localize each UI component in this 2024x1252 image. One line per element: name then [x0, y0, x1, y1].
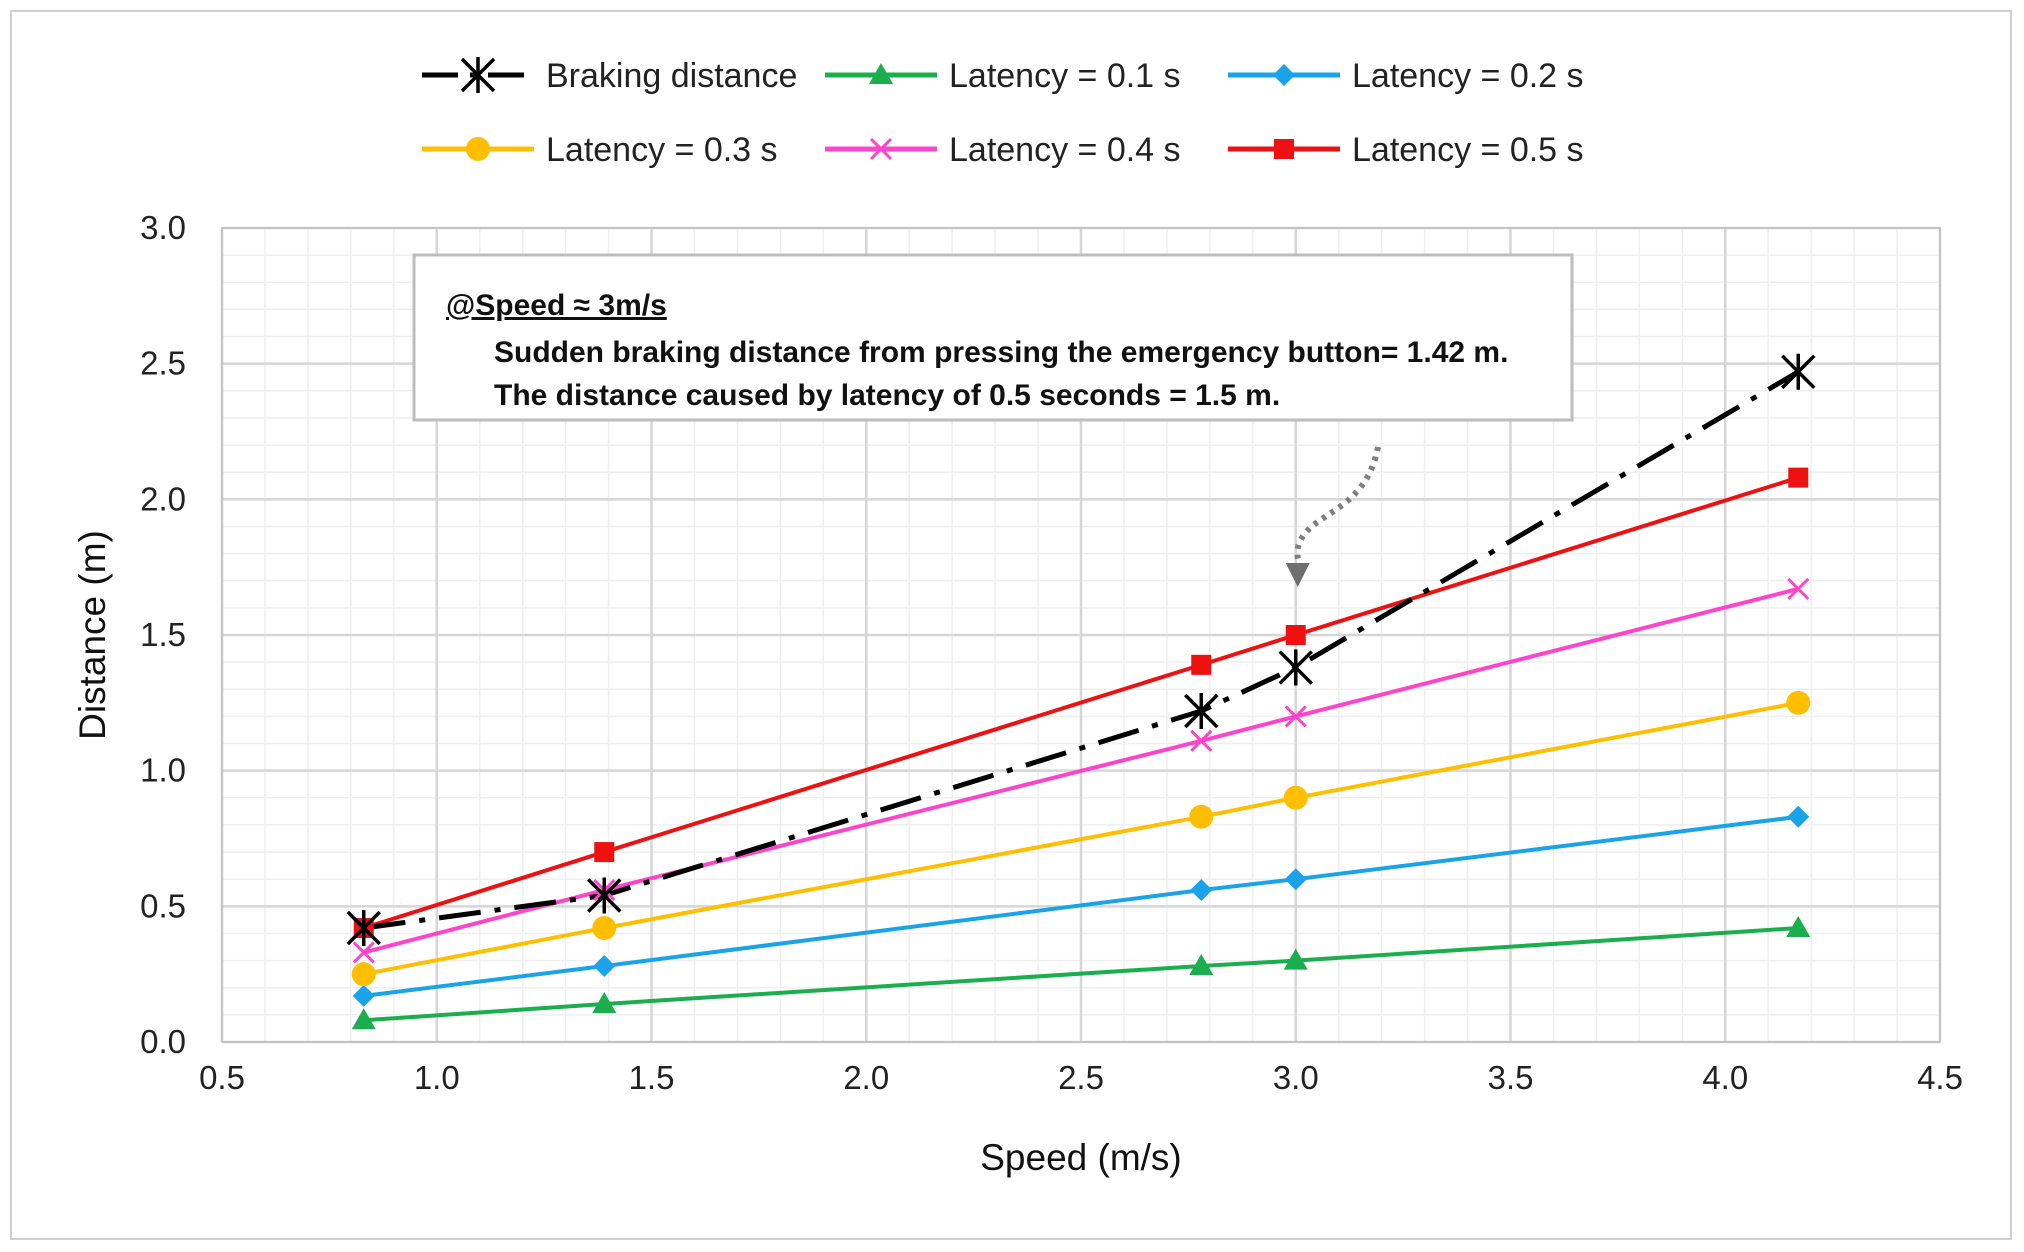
x-tick-label: 0.5: [199, 1059, 245, 1096]
data-point-s1-2: [1189, 954, 1214, 976]
legend-label-5: Latency = 0.5 s: [1352, 131, 1584, 169]
legend-marker-0: [460, 57, 496, 93]
y-tick-label: 1.0: [140, 752, 186, 789]
legend-marker-4: [869, 137, 893, 161]
legend-label-4: Latency = 0.4 s: [949, 131, 1181, 169]
y-tick-label: 1.5: [140, 616, 186, 653]
annotation-box: [412, 253, 1574, 422]
data-point-s3-3: [1283, 785, 1308, 810]
data-point-s1-0: [351, 1008, 376, 1030]
y-tick-label: 0.0: [140, 1023, 186, 1060]
annotation-line-1: Sudden braking distance from pressing th…: [494, 336, 1508, 369]
data-point-s4-4: [1787, 577, 1810, 600]
legend-label-2: Latency = 0.2 s: [1352, 57, 1584, 95]
data-point-s5-1: [594, 842, 615, 863]
annotation-line-2: The distance caused by latency of 0.5 se…: [494, 379, 1280, 412]
chart-frame: [10, 10, 2012, 1240]
y-axis-title: Distance (m): [72, 530, 113, 740]
data-point-s1-3: [1283, 948, 1308, 970]
data-point-s4-0: [352, 941, 375, 964]
data-point-s3-1: [592, 916, 617, 941]
data-point-s0-1: [587, 877, 622, 914]
data-point-s4-3: [1284, 705, 1307, 728]
data-point-s5-4: [1788, 467, 1809, 488]
data-point-s4-2: [1190, 729, 1213, 752]
data-point-s0-2: [1184, 692, 1219, 729]
x-tick-label: 1.0: [414, 1059, 460, 1096]
data-point-s0-3: [1278, 649, 1313, 686]
legend-label-1: Latency = 0.1 s: [949, 57, 1181, 95]
data-point-s2-2: [1190, 879, 1213, 902]
x-tick-label: 2.5: [1058, 1059, 1104, 1096]
data-point-s0-0: [346, 910, 381, 947]
y-tick-label: 3.0: [140, 209, 186, 246]
data-point-s3-4: [1786, 690, 1811, 715]
data-point-s3-0: [351, 962, 376, 987]
data-point-s5-3: [1285, 625, 1306, 645]
legend-marker-2: [1273, 64, 1295, 86]
legend-marker-5: [1274, 139, 1294, 159]
x-tick-label: 3.5: [1488, 1059, 1534, 1096]
plot-area-border: [221, 227, 1941, 1043]
data-point-s2-3: [1284, 868, 1307, 891]
data-point-s2-1: [593, 955, 616, 978]
data-point-s2-0: [352, 984, 375, 1007]
data-point-s1-1: [592, 992, 617, 1014]
data-point-s0-4: [1781, 353, 1816, 390]
x-tick-label: 4.0: [1702, 1059, 1748, 1096]
data-point-s2-4: [1787, 805, 1810, 828]
x-tick-label: 2.0: [843, 1059, 889, 1096]
y-tick-label: 0.5: [140, 887, 186, 924]
x-tick-label: 4.5: [1917, 1059, 1963, 1096]
data-point-s3-2: [1189, 804, 1214, 829]
legend-label-3: Latency = 0.3 s: [546, 131, 778, 169]
annotation-arrow-head: [1285, 563, 1310, 587]
x-tick-label: 3.0: [1273, 1059, 1319, 1096]
data-point-s5-2: [1191, 654, 1212, 675]
legend-label-0: Braking distance: [546, 57, 797, 95]
x-axis-title: Speed (m/s): [980, 1137, 1182, 1178]
legend-marker-3: [466, 137, 490, 161]
y-tick-label: 2.0: [140, 480, 186, 517]
annotation-heading: @Speed ≈ 3m/s: [446, 289, 667, 322]
data-point-s1-4: [1786, 916, 1811, 938]
annotation-arrow-line: [1294, 446, 1381, 565]
x-tick-label: 1.5: [629, 1059, 675, 1096]
y-tick-label: 2.5: [140, 345, 186, 382]
legend-marker-1: [869, 63, 893, 84]
